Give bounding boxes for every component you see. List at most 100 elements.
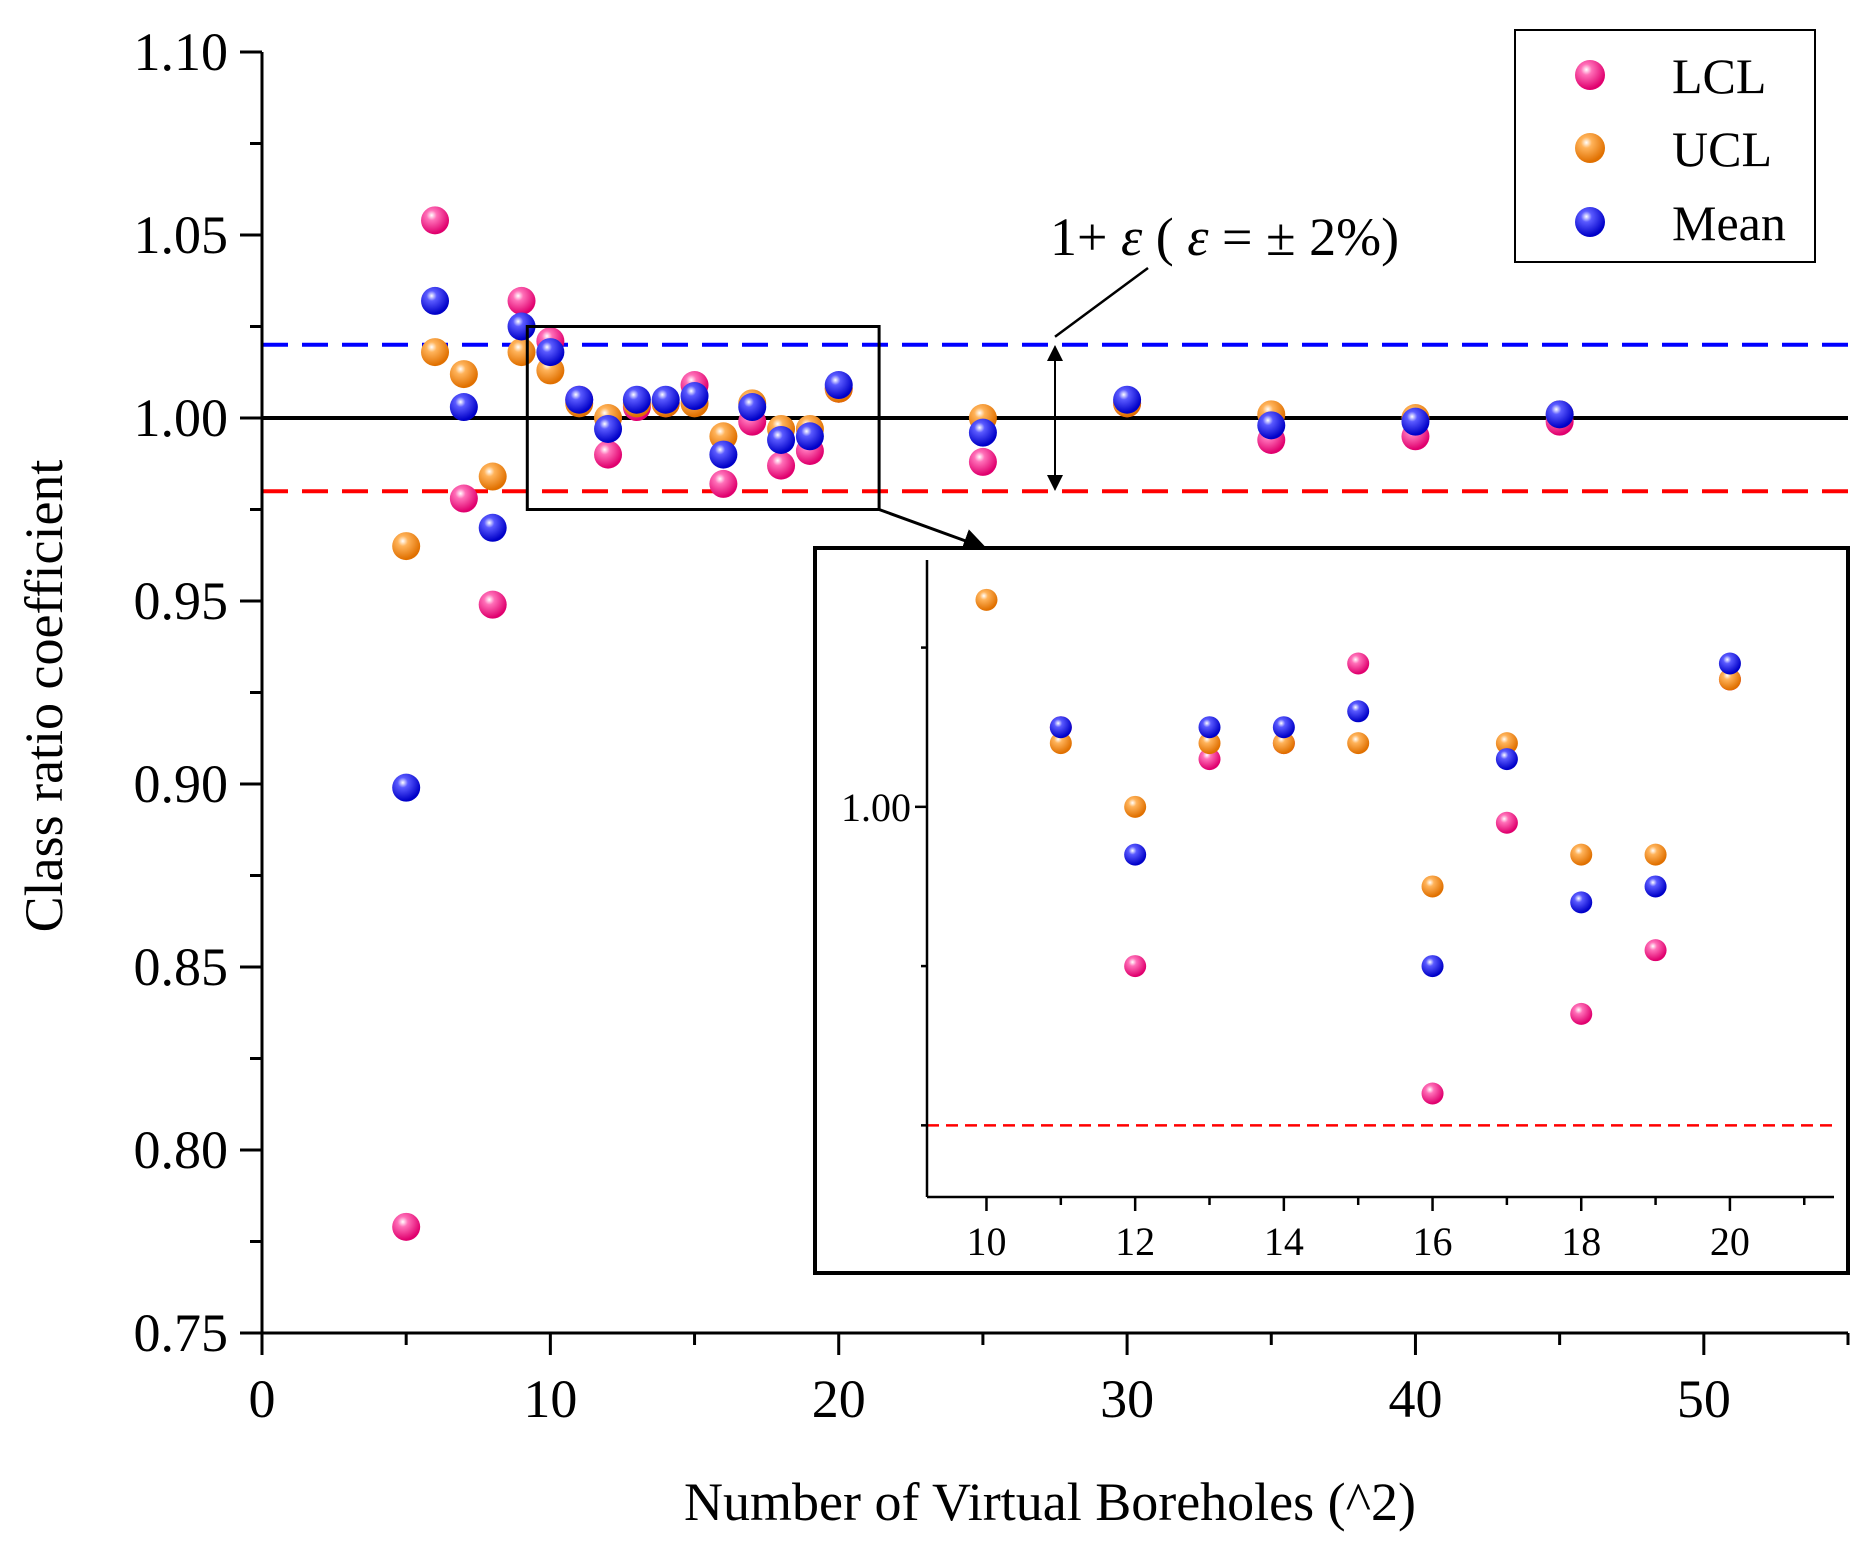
inset-point-mean bbox=[1421, 955, 1444, 978]
x-tick-label: 20 bbox=[812, 1369, 866, 1429]
point-mean bbox=[1257, 411, 1286, 440]
x-tick-label: 10 bbox=[523, 1369, 577, 1429]
y-tick-label: 1.05 bbox=[134, 205, 229, 265]
inset-point-mean bbox=[1718, 652, 1741, 675]
point-mean bbox=[421, 286, 450, 315]
point-lcl bbox=[767, 451, 796, 480]
inset-point-mean bbox=[1124, 843, 1147, 866]
tolerance-annotation: 1+ ε ( ε = ± 2%) bbox=[1050, 207, 1399, 267]
point-mean bbox=[449, 393, 478, 422]
y-tick-label: 0.75 bbox=[134, 1303, 229, 1363]
inset-x-tick-label: 14 bbox=[1264, 1219, 1304, 1264]
inset-point-ucl bbox=[1124, 795, 1147, 818]
inset-point-mean bbox=[1570, 891, 1593, 914]
point-lcl bbox=[421, 206, 450, 235]
y-tick-label: 0.80 bbox=[134, 1120, 229, 1180]
legend-frame bbox=[1514, 29, 1816, 263]
inset-point-lcl bbox=[1644, 939, 1667, 962]
point-mean bbox=[680, 382, 709, 411]
inset-x-tick-label: 12 bbox=[1115, 1219, 1155, 1264]
inset-plot: 10 12 14 16 18 20 1.00 bbox=[813, 546, 1850, 1275]
inset-point-mean bbox=[1644, 875, 1667, 898]
y-tick-label: 1.00 bbox=[134, 388, 229, 448]
point-mean bbox=[478, 513, 507, 542]
point-mean bbox=[1545, 400, 1574, 429]
inset-point-lcl bbox=[1347, 652, 1370, 675]
legend-marker-mean bbox=[1575, 207, 1605, 237]
point-mean bbox=[824, 371, 853, 400]
point-ucl bbox=[449, 360, 478, 389]
point-mean bbox=[1401, 407, 1430, 436]
point-ucl bbox=[507, 338, 536, 367]
point-mean bbox=[536, 338, 565, 367]
inset-point-ucl bbox=[1570, 843, 1593, 866]
point-mean bbox=[968, 418, 997, 447]
legend-label-mean: Mean bbox=[1672, 195, 1786, 251]
zoom-indicator bbox=[525, 266, 1149, 552]
point-mean bbox=[594, 414, 623, 443]
annotation-open: ( bbox=[1142, 207, 1187, 267]
inset-point-ucl bbox=[1049, 732, 1072, 755]
inset-x-tick-label: 18 bbox=[1561, 1219, 1601, 1264]
annotation-rest: = ± 2%) bbox=[1209, 207, 1400, 267]
legend: LCL UCL Mean bbox=[1514, 29, 1816, 263]
zoom-connector-arrow bbox=[878, 508, 988, 552]
y-tick-label: 1.10 bbox=[134, 22, 229, 82]
point-lcl bbox=[709, 469, 738, 498]
inset-point-ucl bbox=[1495, 732, 1518, 755]
y-axis-title: Class ratio coefficient bbox=[14, 460, 74, 933]
main-axes: 0.75 0.80 0.85 0.90 0.95 1.00 1.05 1.10 0 10 20 30 4… bbox=[134, 22, 1850, 1429]
inset-point-ucl bbox=[1347, 732, 1370, 755]
inset-point-mean bbox=[1198, 716, 1221, 739]
annotation-leader bbox=[1054, 266, 1149, 338]
y-tick-label: 0.90 bbox=[134, 754, 229, 814]
inset-x-tick-label: 16 bbox=[1413, 1219, 1453, 1264]
inset-point-lcl bbox=[1124, 955, 1147, 978]
point-mean bbox=[392, 773, 421, 802]
y-tick-label: 0.85 bbox=[134, 937, 229, 997]
point-lcl bbox=[478, 590, 507, 619]
x-tick-label: 30 bbox=[1100, 1369, 1154, 1429]
point-mean bbox=[1113, 385, 1142, 414]
annotation-prefix: 1+ bbox=[1050, 207, 1121, 267]
point-lcl bbox=[507, 286, 536, 315]
inset-point-mean bbox=[1272, 716, 1295, 739]
inset-x-tick-label: 10 bbox=[966, 1219, 1006, 1264]
main-data-points bbox=[392, 206, 1574, 1241]
point-lcl bbox=[449, 484, 478, 513]
point-lcl bbox=[968, 447, 997, 476]
inset-point-lcl bbox=[1198, 748, 1221, 771]
point-mean bbox=[738, 393, 767, 422]
inset-point-mean bbox=[1495, 748, 1518, 771]
inset-point-ucl bbox=[1718, 668, 1741, 691]
point-lcl bbox=[392, 1212, 421, 1241]
inset-point-ucl bbox=[1272, 732, 1295, 755]
point-ucl bbox=[421, 338, 450, 367]
annotation-epsilon: ε bbox=[1121, 207, 1143, 267]
x-tick-label: 0 bbox=[249, 1369, 276, 1429]
x-tick-label: 40 bbox=[1388, 1369, 1442, 1429]
inset-point-mean bbox=[1049, 716, 1072, 739]
legend-label-ucl: UCL bbox=[1672, 121, 1772, 177]
inset-point-mean bbox=[1347, 700, 1370, 723]
x-axis-title: Number of Virtual Boreholes (^2) bbox=[684, 1472, 1416, 1532]
inset-x-tick-label: 20 bbox=[1710, 1219, 1750, 1264]
point-lcl bbox=[594, 440, 623, 469]
y-tick-label: 0.95 bbox=[134, 571, 229, 631]
point-mean bbox=[565, 385, 594, 414]
annotation-epsilon-2: ε bbox=[1187, 207, 1209, 267]
point-ucl bbox=[392, 532, 421, 561]
inset-point-lcl bbox=[1421, 1082, 1444, 1105]
inset-point-ucl bbox=[1421, 875, 1444, 898]
point-mean bbox=[709, 440, 738, 469]
inset-point-ucl bbox=[975, 588, 998, 611]
x-tick-label: 50 bbox=[1677, 1369, 1731, 1429]
inset-point-lcl bbox=[1570, 1002, 1593, 1025]
point-mean bbox=[622, 385, 651, 414]
legend-marker-lcl bbox=[1575, 60, 1605, 90]
point-mean bbox=[795, 422, 824, 451]
inset-y-tick-label: 1.00 bbox=[841, 785, 911, 830]
inset-point-ucl bbox=[1198, 732, 1221, 755]
inset-point-ucl bbox=[1644, 843, 1667, 866]
